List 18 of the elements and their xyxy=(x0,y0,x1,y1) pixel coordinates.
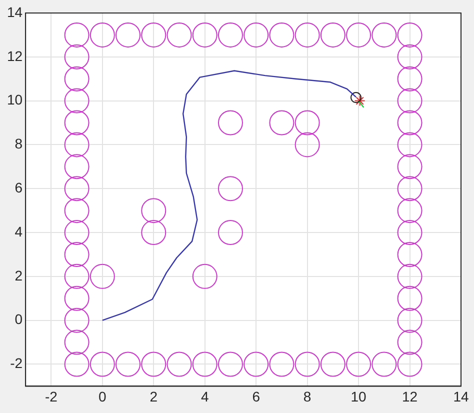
x-tick-label: 0 xyxy=(98,388,107,404)
y-tick-label: 12 xyxy=(6,48,23,64)
x-tick-label: 2 xyxy=(150,388,158,404)
y-tick-label: 14 xyxy=(6,4,23,20)
x-tick-label: 12 xyxy=(402,388,418,404)
y-tick-label: 0 xyxy=(14,311,23,328)
y-tick-label: 2 xyxy=(14,267,23,284)
x-tick-label: 8 xyxy=(303,388,312,404)
y-tick-label: -2 xyxy=(10,355,23,372)
x-tick-label: 4 xyxy=(200,388,209,404)
x-tick-label: 6 xyxy=(252,388,260,404)
y-tick-label: 6 xyxy=(14,179,23,196)
x-tick-label: -2 xyxy=(44,388,58,404)
x-tick-label: 10 xyxy=(350,388,367,404)
y-tick-label: 8 xyxy=(14,136,23,152)
y-tick-label: 10 xyxy=(6,92,23,108)
x-tick-label: 14 xyxy=(453,388,469,404)
y-tick-label: 4 xyxy=(14,223,23,240)
